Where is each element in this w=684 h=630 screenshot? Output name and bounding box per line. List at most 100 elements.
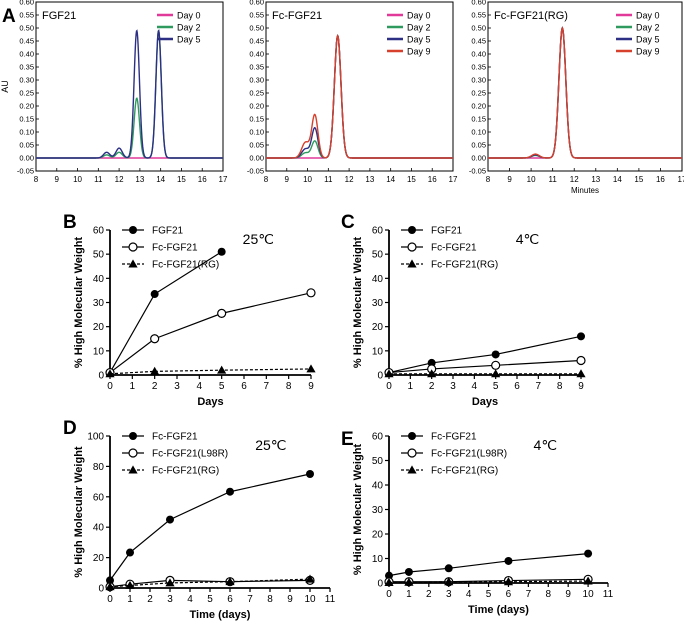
x-tick-label: 0 (107, 594, 113, 605)
x-tick-label: 12 (115, 175, 124, 184)
y-tick-label: 0.20 (249, 102, 264, 111)
x-tick-label: 14 (156, 175, 165, 184)
y-tick-label: 60 (93, 492, 105, 503)
x-tick-label: 6 (241, 381, 247, 392)
x-tick-label: 9 (55, 175, 60, 184)
y-tick-label: 20 (93, 322, 105, 333)
data-point-open-circle (128, 448, 138, 458)
y-tick-label: 0 (98, 371, 104, 382)
legend-label: Fc-FGF21(RG) (431, 466, 498, 477)
x-tick-label: 11 (324, 175, 333, 184)
x-tick-label: 3 (174, 381, 180, 392)
y-tick-label: 40 (372, 481, 384, 492)
x-axis-label: Time (days) (190, 609, 251, 621)
legend-label: Day 0 (177, 11, 201, 21)
y-tick-label: 30 (93, 298, 105, 309)
y-tick-label: 30 (372, 298, 384, 309)
legend-label: Day 2 (177, 23, 201, 33)
timecourse-chart-D: 0 20 40 60 80 100 0 1 2 3 4 5 6 7 8 9 10 11 % High Molecul… (73, 432, 336, 622)
data-point-triangle (384, 369, 394, 378)
x-tick-label: 10 (73, 175, 82, 184)
data-point-filled-circle (126, 548, 134, 557)
timecourse-chart-E: 0 10 20 30 40 50 60 0 1 2 3 4 5 6 7 8 9 10 11 % High Molecu… (352, 432, 614, 617)
data-point-open-circle (407, 448, 417, 458)
y-axis-label: % High Molecular Weight (352, 237, 364, 369)
y-tick-label: 0.45 (471, 37, 486, 46)
data-point-triangle (165, 578, 175, 587)
data-point-triangle (305, 574, 315, 583)
series-line-day-5 (36, 29, 223, 159)
x-tick-label: 2 (429, 381, 435, 392)
y-tick-label: 30 (372, 505, 384, 516)
x-tick-label: 12 (570, 175, 579, 184)
x-tick-label: 11 (603, 589, 614, 600)
x-tick-label: 4 (472, 381, 478, 392)
x-tick-label: 7 (526, 589, 532, 600)
x-tick-label: 9 (308, 381, 314, 392)
chart-title: Fc-FGF21 (272, 10, 322, 22)
x-tick-label: 2 (426, 589, 432, 600)
y-tick-label: 0.00 (249, 154, 264, 163)
legend-label: Day 2 (636, 23, 660, 33)
x-tick-label: 15 (177, 175, 186, 184)
y-tick-label: 0.60 (19, 0, 34, 7)
x-tick-label: 11 (94, 175, 103, 184)
data-point-open-circle (407, 242, 417, 252)
y-tick-label: 0.15 (471, 115, 486, 124)
x-tick-label: 17 (219, 175, 228, 184)
plot-frame (487, 1, 683, 172)
x-tick-label: 0 (386, 381, 392, 392)
series-line (109, 473, 311, 581)
y-tick-label: -0.05 (17, 167, 34, 176)
x-tick-label: 9 (507, 175, 512, 184)
x-axis-label: Days (197, 396, 223, 408)
y-tick-label: 0.40 (471, 50, 486, 59)
y-tick-label: 0.05 (471, 141, 486, 150)
x-tick-label: 9 (287, 594, 293, 605)
panel-label-c: C (341, 212, 355, 233)
data-point-triangle (306, 364, 316, 373)
data-point-filled-circle (408, 432, 416, 440)
series-line-day-9 (488, 26, 682, 159)
y-tick-label: 0.50 (471, 24, 486, 33)
y-tick-label: 60 (93, 226, 105, 237)
legend-label: Fc-FGF21(RG) (152, 260, 219, 271)
x-tick-label: 9 (565, 589, 571, 600)
y-tick-label: 0.00 (471, 154, 486, 163)
timecourse-chart-C: 0 10 20 30 40 50 60 0 1 2 3 4 5 6 7 8 9 % High Molecular … (352, 226, 586, 408)
legend-label: Fc-FGF21 (152, 243, 198, 254)
x-axis-label: Time (days) (468, 604, 529, 616)
y-tick-label: 0 (377, 371, 383, 382)
x-tick-label: 17 (449, 175, 458, 184)
y-tick-label: 0.35 (19, 63, 34, 72)
data-point-filled-circle (226, 487, 234, 496)
x-tick-label: 13 (591, 175, 600, 184)
y-tick-label: 0.60 (471, 0, 486, 7)
x-tick-label: 1 (406, 589, 412, 600)
y-tick-label: 0.25 (19, 89, 34, 98)
y-tick-label: 0.30 (249, 76, 264, 85)
legend-label: Day 9 (636, 47, 660, 57)
y-tick-label: 0 (98, 584, 104, 595)
series-line (109, 579, 311, 588)
data-point-filled-circle (129, 432, 137, 440)
x-tick-label: 16 (198, 175, 207, 184)
y-axis-label: AU (0, 80, 10, 93)
data-point-triangle (128, 259, 138, 268)
x-tick-label: 11 (549, 175, 558, 184)
x-tick-label: 10 (303, 175, 312, 184)
x-tick-label: 14 (386, 175, 395, 184)
x-tick-label: 6 (227, 594, 233, 605)
legend-label: Fc-FGF21 (431, 243, 477, 254)
x-axis-label: Minutes (571, 186, 599, 195)
x-tick-label: 11 (325, 594, 336, 605)
data-point-filled-circle (504, 556, 513, 565)
y-tick-label: 0 (377, 579, 383, 590)
data-point-filled-circle (306, 470, 314, 478)
data-point-open-circle (576, 355, 586, 366)
x-tick-label: 7 (536, 381, 542, 392)
panel-label-a: A (2, 6, 16, 27)
x-tick-label: 15 (634, 175, 643, 184)
data-point-triangle (105, 582, 115, 591)
y-tick-label: 0.10 (471, 128, 486, 137)
